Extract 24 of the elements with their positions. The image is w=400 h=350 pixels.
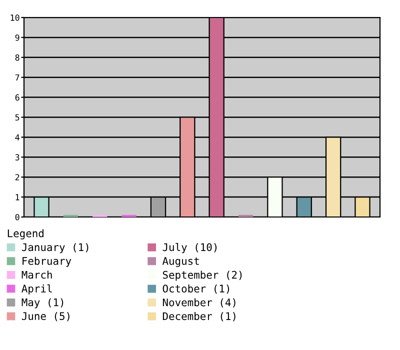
y-tick-label: 6 — [15, 94, 20, 101]
y-tick-label: 5 — [15, 114, 20, 121]
legend-label: December (1) — [162, 312, 236, 322]
legend-label: March — [22, 270, 52, 279]
legend-label: February — [22, 256, 72, 267]
y-tick-label: 10 — [10, 14, 20, 21]
y-tick-label: 3 — [15, 154, 20, 160]
legend-label: April — [22, 284, 52, 294]
y-tick-label: 9 — [15, 34, 20, 41]
y-tick-label: 1 — [16, 194, 20, 200]
legend-label: October (1) — [162, 284, 230, 294]
y-tick-label: 7 — [15, 74, 20, 81]
legend-label: August — [162, 257, 199, 267]
legend-label: June (5) — [22, 312, 70, 322]
y-tick-label: 0 — [15, 214, 20, 220]
legend-title: Legend — [8, 229, 44, 240]
legend-label: May (1) — [22, 298, 64, 308]
y-tick-label: 8 — [15, 54, 20, 61]
legend-label: November (4) — [162, 298, 236, 308]
legend-label: January (1) — [22, 243, 88, 254]
legend-label: September (2) — [162, 270, 242, 281]
y-tick-label: 4 — [15, 134, 20, 140]
legend-label: July (10) — [162, 243, 217, 254]
y-tick-label: 2 — [15, 174, 20, 180]
